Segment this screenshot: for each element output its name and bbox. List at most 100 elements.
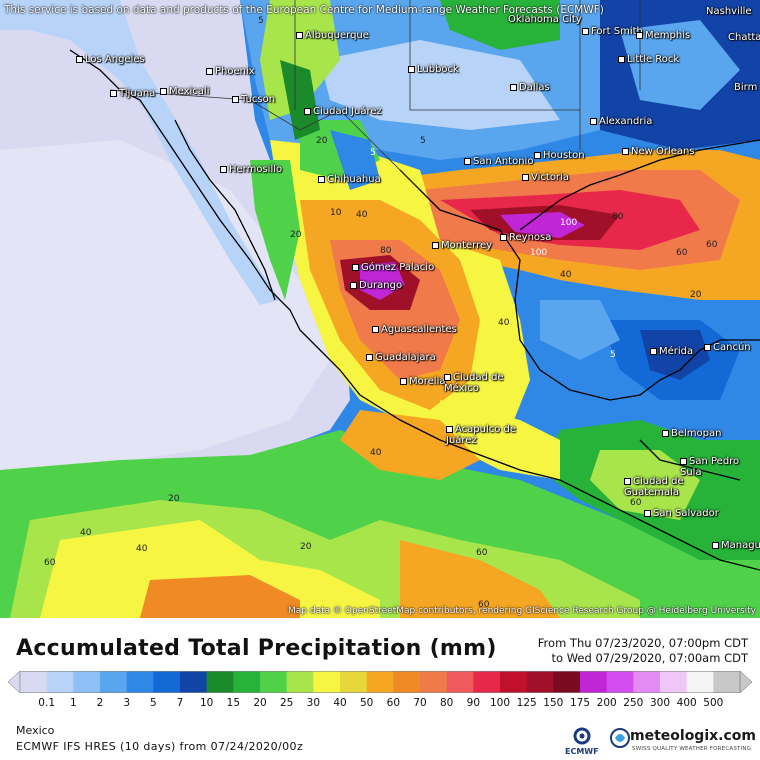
legend-tick: 100 <box>489 697 511 709</box>
meteologix-logo: meteologix.com <box>630 728 756 744</box>
legend-tick: 175 <box>569 697 591 709</box>
legend-tick: 2 <box>96 697 104 709</box>
legend-tick: 5 <box>149 697 157 709</box>
city-label: Victoria <box>522 172 569 183</box>
legend-tick: 125 <box>516 697 537 709</box>
city-label: Aguascalientes <box>372 324 457 335</box>
city-label: Acapulco de Juárez <box>446 424 517 446</box>
legend-color-cell <box>180 671 208 693</box>
city-label: Ciudad de México <box>444 372 504 394</box>
city-label: Albuquerque <box>296 30 369 41</box>
contour-value: 60 <box>476 548 488 558</box>
legend-color-cell <box>713 671 741 693</box>
map-title: Accumulated Total Precipitation (mm) <box>16 636 497 661</box>
city-label: Mérida <box>650 346 693 357</box>
city-label: Guadalajara <box>366 352 436 363</box>
legend-tick: 80 <box>439 697 454 709</box>
legend-color-cell <box>473 671 501 693</box>
legend-tick: 50 <box>359 697 374 709</box>
legend-tick: 200 <box>596 697 617 709</box>
contour-value: 20 <box>168 494 180 504</box>
legend-tick: 40 <box>333 697 347 709</box>
legend-color-cell <box>660 671 688 693</box>
city-label: Lubbock <box>408 64 459 75</box>
contour-value: 20 <box>290 230 302 240</box>
legend-color-cell <box>286 671 314 693</box>
city-label: Ciudad Juárez <box>304 106 382 117</box>
contour-value: 10 <box>330 208 342 218</box>
legend-tick: 60 <box>386 697 401 709</box>
legend-color-cell <box>313 671 341 693</box>
city-label: Hermosillo <box>220 164 282 175</box>
city-label: Chihuahua <box>318 174 381 185</box>
legend-color-cell <box>20 671 48 693</box>
legend-tick: 70 <box>413 697 427 709</box>
legend-tick: 300 <box>649 697 671 709</box>
legend-tick: 10 <box>199 697 214 709</box>
precipitation-field <box>0 0 760 618</box>
contour-value: 60 <box>478 600 490 610</box>
legend-color-cell <box>606 671 634 693</box>
contour-value: 5 <box>370 148 376 158</box>
ecmwf-logo-icon <box>573 727 630 748</box>
legend-color-cell <box>633 671 661 693</box>
contour-value: 20 <box>690 290 702 300</box>
color-scale-legend <box>8 671 752 693</box>
legend-color-cell <box>340 671 368 693</box>
contour-value: 40 <box>80 528 92 538</box>
city-label: Phoenix <box>206 66 255 77</box>
contour-value: 60 <box>676 248 688 258</box>
city-label: Cancún <box>704 342 751 353</box>
contour-value: 40 <box>370 448 382 458</box>
contour-value: 20 <box>300 542 312 552</box>
legend-color-cell <box>126 671 154 693</box>
city-label: Chatta <box>728 32 760 43</box>
city-label: Birm <box>734 82 758 93</box>
data-disclaimer: This service is based on data and produc… <box>4 4 604 16</box>
legend-tick: 1 <box>69 697 77 709</box>
legend-color-cell <box>260 671 288 693</box>
city-label: Fort Smith <box>582 26 643 37</box>
city-label: Belmopan <box>662 428 721 439</box>
legend-color-cell <box>553 671 581 693</box>
city-label: Tucson <box>232 94 275 105</box>
legend-tick: 25 <box>279 697 294 709</box>
contour-value: 80 <box>612 212 624 222</box>
legend-color-cell <box>206 671 234 693</box>
contour-value: 40 <box>136 544 148 554</box>
period-from: From Thu 07/23/2020, 07:00pm CDT <box>537 636 748 650</box>
legend-color-cell <box>580 671 608 693</box>
city-label: Mexicali <box>160 86 209 97</box>
contour-value: 60 <box>630 498 642 508</box>
city-label: Morelia <box>400 376 445 387</box>
forecast-period: From Thu 07/23/2020, 07:00pm CDT to Wed … <box>538 636 748 666</box>
legend-tick: 0.1 <box>38 697 56 709</box>
city-label: Monterrey <box>432 240 492 251</box>
contour-value: 60 <box>706 240 718 250</box>
city-label: Alexandria <box>590 116 652 127</box>
legend-color-cell <box>153 671 181 693</box>
legend-color-cell <box>100 671 128 693</box>
legend-color-cell <box>233 671 261 693</box>
city-label: San Antonio <box>464 156 533 167</box>
contour-value: 60 <box>44 558 56 568</box>
legend-color-cell <box>500 671 528 693</box>
legend-high-arrow <box>739 671 752 693</box>
city-label: Gómez Palacio <box>352 262 434 273</box>
model-run-label: ECMWF IFS HRES (10 days) from 07/24/2020… <box>16 740 304 753</box>
legend-tick-labels: 0.1 1 2 3 5 7 10 15 20 25 30 40 50 60 70 80 90 100 125 150 1… <box>0 697 760 711</box>
legend-tick: 400 <box>676 697 697 709</box>
city-label: San Pedro Sula <box>680 456 740 478</box>
contour-value: 5 <box>610 350 616 360</box>
legend-color-cell <box>686 671 714 693</box>
contour-value: 20 <box>316 136 328 146</box>
city-label: Reynosa <box>500 232 551 243</box>
contour-value: 40 <box>560 270 572 280</box>
period-to: to Wed 07/29/2020, 07:00am CDT <box>551 651 748 665</box>
contour-value: 100 <box>560 218 578 228</box>
city-label: Ciudad de Guatemala <box>624 476 684 498</box>
city-label: Tijuana <box>110 88 155 99</box>
contour-value: 40 <box>356 210 368 220</box>
city-label: San Salvador <box>644 508 719 519</box>
legend-tick: 30 <box>306 697 321 709</box>
